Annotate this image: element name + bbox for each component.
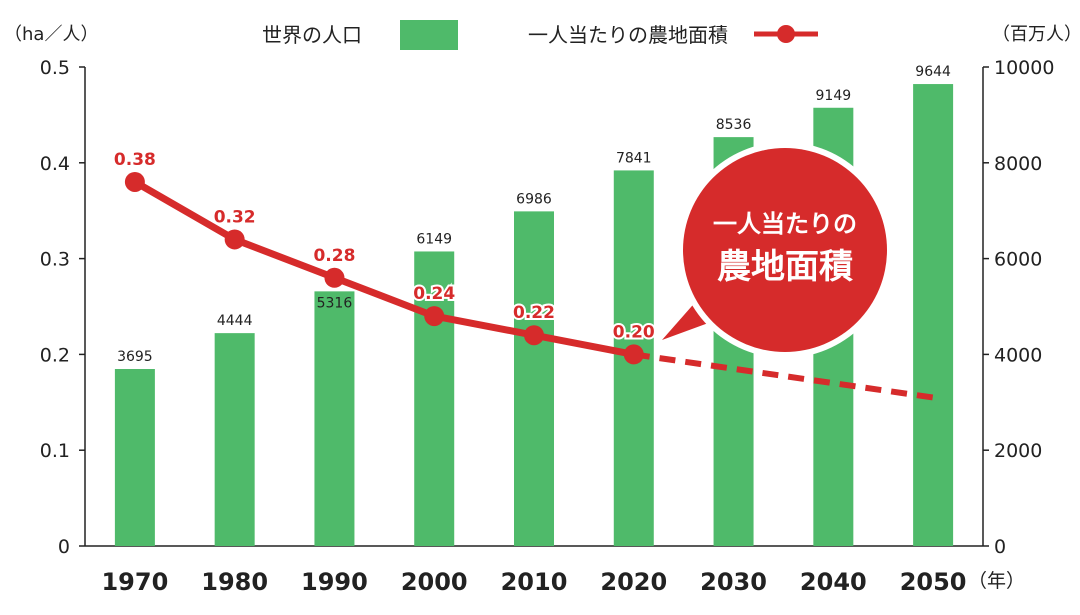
- farmland-point-2000: [424, 306, 445, 327]
- bar-2050: [913, 84, 954, 546]
- legend-swatch-population: [400, 20, 458, 50]
- x-tick-2050: 2050: [900, 568, 967, 596]
- bar-2000: [414, 251, 455, 547]
- left-tick-label: 0.2: [40, 344, 70, 366]
- bars: [114, 84, 954, 547]
- x-tick-2030: 2030: [700, 568, 767, 596]
- x-axis-unit: （年）: [968, 570, 1025, 592]
- bar-label-2020: 7841: [616, 150, 652, 166]
- left-tick-label: 0.3: [40, 249, 70, 271]
- left-tick-label: 0: [58, 536, 70, 558]
- right-axis-unit: （百万人）: [992, 24, 1080, 45]
- right-tick-label: 8000: [994, 153, 1042, 175]
- right-tick-label: 4000: [994, 344, 1042, 366]
- bar-1970: [114, 369, 155, 546]
- bar-label-1970: 3695: [117, 349, 153, 365]
- bar-2010: [514, 211, 554, 546]
- x-tick-2040: 2040: [800, 568, 867, 596]
- bar-labels: 3695 4444 5316 6149 6986 7841 8536 9149 9644: [117, 64, 951, 365]
- farmland-point-1990: [324, 267, 345, 288]
- line-labels: 0.38 0.32 0.28 0.24 0.22 0.20: [112, 148, 657, 344]
- farmland-line-solid: [131, 178, 638, 358]
- x-tick-1990: 1990: [301, 568, 368, 596]
- bar-1990: [314, 291, 355, 546]
- bar-label-2030: 8536: [716, 117, 752, 133]
- line-label-2000: 0.24: [413, 284, 455, 304]
- x-tick-2000: 2000: [401, 568, 468, 596]
- callout-line2: 農地面積: [717, 247, 853, 287]
- line-label-1970: 0.38: [114, 150, 156, 170]
- bar-label-2050: 9644: [915, 64, 951, 80]
- x-tick-1980: 1980: [201, 568, 268, 596]
- x-tick-1970: 1970: [101, 568, 168, 596]
- right-tick-label: 0: [994, 536, 1006, 558]
- x-tick-2020: 2020: [600, 568, 667, 596]
- right-tick-label: 2000: [994, 440, 1042, 462]
- left-tick-label: 0.4: [40, 153, 70, 175]
- bar-label-2010: 6986: [516, 191, 552, 207]
- left-tick-label: 0.1: [40, 440, 70, 462]
- left-axis-ticks: 0 0.1 0.2 0.3 0.4 0.5: [40, 57, 85, 558]
- farmland-line: [124, 171, 934, 401]
- left-tick-label: 0.5: [40, 57, 70, 79]
- farmland-point-1980: [224, 229, 245, 250]
- farmland-point-2020: [623, 344, 644, 365]
- legend: 世界の人口 一人当たりの農地面積: [262, 20, 818, 50]
- right-tick-label: 6000: [994, 249, 1042, 271]
- callout: 一人当たりの農地面積: [662, 142, 893, 358]
- bar-label-1990: 5316: [317, 295, 353, 311]
- callout-bubble: [683, 148, 887, 352]
- line-label-1990: 0.28: [313, 246, 355, 266]
- bar-label-2000: 6149: [416, 231, 452, 247]
- x-tick-2010: 2010: [501, 568, 568, 596]
- right-tick-label: 10000: [994, 57, 1054, 79]
- x-axis-ticks: 1970 1980 1990 2000 2010 2020 2030 2040 2050: [101, 568, 966, 596]
- line-label-2010: 0.22: [513, 303, 555, 323]
- right-axis-ticks: 0 2000 4000 6000 8000 10000: [983, 57, 1054, 558]
- farmland-point-2010: [524, 325, 544, 346]
- line-label-1980: 0.32: [214, 207, 256, 227]
- legend-marker-farmland: [777, 25, 795, 43]
- legend-label-farmland: 一人当たりの農地面積: [528, 23, 728, 47]
- farmland-line-projection: [633, 351, 934, 401]
- legend-label-population: 世界の人口: [262, 23, 362, 47]
- line-label-2020: 0.20: [613, 322, 655, 342]
- farmland-point-1970: [124, 171, 145, 192]
- bar-label-1980: 4444: [217, 313, 253, 329]
- bar-1980: [214, 333, 255, 546]
- left-axis-unit: （ha／人）: [4, 24, 98, 45]
- callout-line1: 一人当たりの: [713, 210, 857, 238]
- bar-label-2040: 9149: [816, 88, 852, 104]
